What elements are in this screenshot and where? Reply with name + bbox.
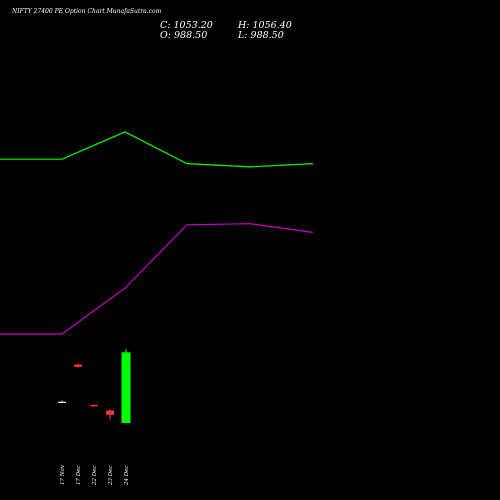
candle-body [74, 364, 82, 367]
high-value: H: 1056.40 [237, 20, 292, 31]
open-value: O: 988.50 [160, 30, 207, 41]
x-tick-label: 23 Dec [108, 466, 114, 487]
candles [58, 348, 131, 423]
candle-22-dec [90, 403, 98, 408]
candle-body [90, 404, 98, 407]
candle-body [121, 352, 131, 423]
x-tick-label: 17 Nov [60, 464, 66, 485]
x-tick-label: 22 Dec [92, 466, 98, 487]
x-tick-label: 17 Dec [76, 466, 82, 486]
x-axis-labels: 17 Nov 17 Dec 22 Dec 23 Dec 24 Dec [60, 464, 130, 486]
indicator-lines [0, 131, 314, 335]
candle-17-nov [58, 400, 66, 403]
candle-body [58, 401, 66, 403]
candle-24-dec [121, 348, 131, 423]
low-value: L: 988.50 [237, 30, 284, 41]
candle-body [106, 410, 114, 415]
x-tick-label: 24 Dec [124, 466, 130, 487]
candle-23-dec [106, 409, 114, 421]
indicator-line-2 [0, 223, 314, 335]
candle-17-dec [74, 363, 82, 368]
indicator-line-1 [0, 131, 314, 168]
close-value: C: 1053.20 [160, 20, 213, 31]
chart-title: NIFTY 27400 PE Option Chart MunafaSutra.… [11, 8, 162, 15]
